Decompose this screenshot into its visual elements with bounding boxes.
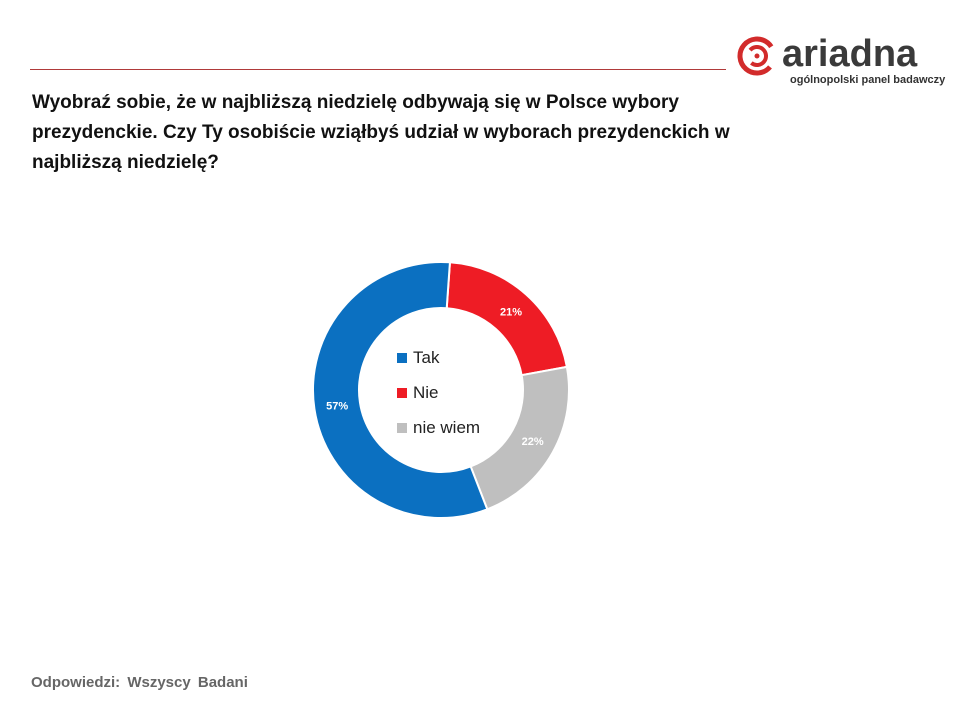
header-divider bbox=[30, 69, 726, 70]
slice-value-label: 22% bbox=[522, 436, 544, 448]
donut-slice-tak bbox=[312, 261, 489, 519]
ariadna-logo: ariadna ogólnopolski panel badawczy bbox=[736, 33, 950, 90]
legend-swatch bbox=[397, 352, 407, 363]
donut-slice-nie-wiem bbox=[469, 365, 570, 511]
legend-item: nie wiem bbox=[397, 410, 480, 445]
respondents-note: Odpowiedzi: Wszyscy Badani bbox=[31, 674, 248, 691]
slice-value-label: 21% bbox=[500, 307, 522, 319]
legend-label: nie wiem bbox=[413, 417, 481, 437]
legend-label: Nie bbox=[413, 382, 439, 402]
chart-legend: Tak Nie nie wiem bbox=[397, 340, 480, 445]
slice-value-label: 57% bbox=[326, 401, 348, 413]
ariadna-logo-mark-icon bbox=[737, 36, 777, 76]
logo-tagline: ogólnopolski panel badawczy bbox=[790, 74, 946, 86]
legend-item: Tak bbox=[397, 340, 480, 375]
legend-item: Nie bbox=[397, 375, 480, 410]
logo-wordmark: ariadna bbox=[782, 33, 918, 75]
legend-label: Tak bbox=[413, 347, 440, 367]
legend-swatch bbox=[397, 422, 407, 433]
survey-question: Wyobraź sobie, że w najbliższą niedzielę… bbox=[32, 92, 730, 173]
legend-swatch bbox=[397, 387, 407, 398]
